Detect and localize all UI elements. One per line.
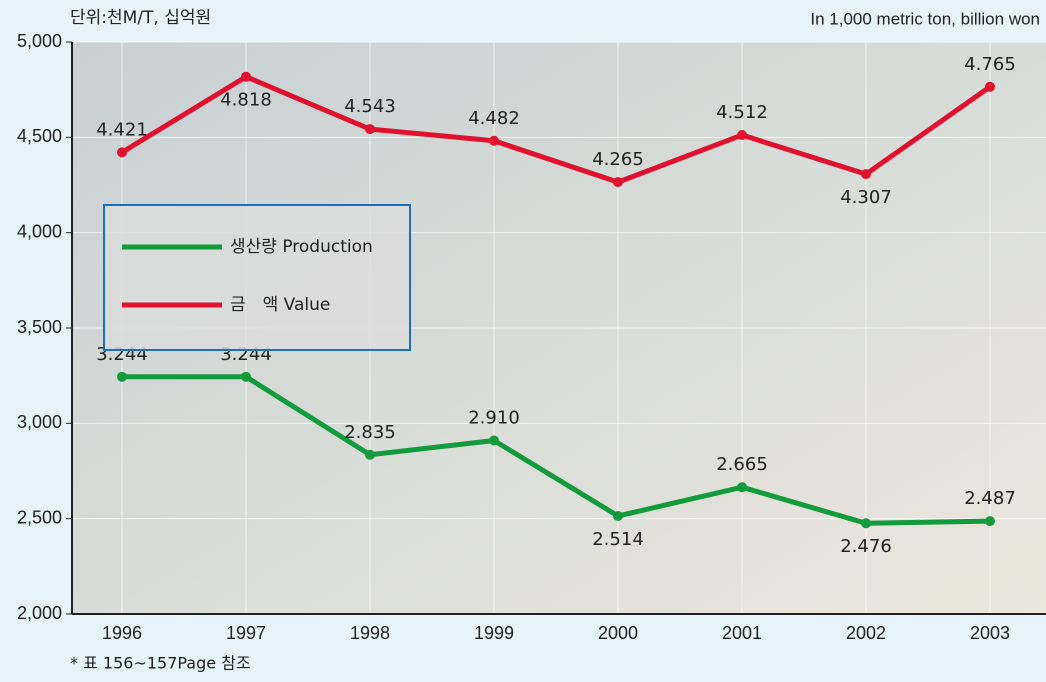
point <box>365 450 375 460</box>
point <box>985 82 995 92</box>
data-label: 4.765 <box>964 54 1016 75</box>
x-tick-label: 2000 <box>598 623 638 643</box>
x-tick-label: 1999 <box>474 623 514 643</box>
data-label: 2.910 <box>468 407 520 428</box>
point <box>613 177 623 187</box>
legend-label: 금 액 Value <box>230 295 330 315</box>
footnote: * 표 156~157Page 참조 <box>70 654 251 673</box>
point <box>737 130 747 140</box>
point <box>117 372 127 382</box>
data-label: 4.543 <box>344 96 396 117</box>
point <box>737 482 747 492</box>
y-tick-label: 3,000 <box>17 412 62 432</box>
data-label: 2.665 <box>716 454 768 475</box>
data-label: 4.512 <box>716 102 768 123</box>
point <box>613 511 623 521</box>
y-tick-label: 4,000 <box>17 221 62 241</box>
point <box>489 435 499 445</box>
data-label: 2.514 <box>592 529 644 550</box>
point <box>985 516 995 526</box>
point <box>117 147 127 157</box>
y-tick-label: 3,500 <box>17 317 62 337</box>
y-tick-label: 5,000 <box>17 31 62 51</box>
y-tick-label: 4,500 <box>17 126 62 146</box>
point <box>241 72 251 82</box>
point <box>861 518 871 528</box>
x-tick-label: 2001 <box>722 623 762 643</box>
point <box>365 124 375 134</box>
data-label: 4.421 <box>96 119 148 140</box>
x-tick-label: 2002 <box>846 623 886 643</box>
data-label: 4.307 <box>840 187 892 208</box>
data-label: 2.835 <box>344 422 396 443</box>
y-tick-label: 2,500 <box>17 507 62 527</box>
data-label: 4.482 <box>468 108 520 129</box>
legend-label: 생산량 Production <box>230 237 373 257</box>
point <box>489 136 499 146</box>
y-tick-label: 2,000 <box>17 603 62 623</box>
unit-note: 단위:천M/T, 십억원 <box>70 8 211 28</box>
data-label: 2.487 <box>964 488 1016 509</box>
data-label: 4.265 <box>592 149 644 170</box>
data-label: 2.476 <box>840 536 892 557</box>
legend <box>104 205 410 350</box>
point <box>861 169 871 179</box>
unit-note-en: In 1,000 metric ton, billion won <box>810 9 1040 28</box>
x-tick-label: 1996 <box>102 623 142 643</box>
x-tick-label: 1997 <box>226 623 266 643</box>
x-tick-label: 1998 <box>350 623 390 643</box>
data-label: 4.818 <box>220 90 272 111</box>
x-tick-label: 2003 <box>970 623 1010 643</box>
chart: 단위:천M/T, 십억원 In 1,000 metric ton, billio… <box>0 0 1046 678</box>
point <box>241 372 251 382</box>
